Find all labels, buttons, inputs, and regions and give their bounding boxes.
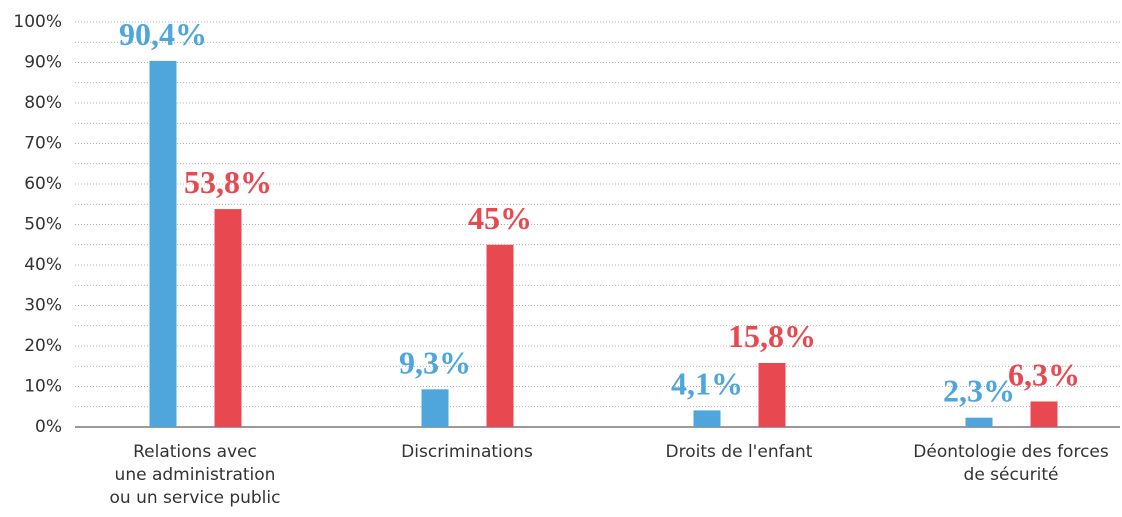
value-label: 15,8% (728, 318, 816, 354)
bar (693, 410, 721, 427)
bar (486, 244, 514, 427)
y-tick-label: 30% (24, 296, 62, 316)
value-label: 6,3% (1008, 356, 1080, 392)
bar (758, 363, 786, 427)
x-tick-label: Discriminations (401, 442, 533, 462)
bar (214, 209, 242, 427)
value-label: 90,4% (119, 16, 207, 52)
y-tick-label: 60% (24, 174, 62, 194)
bar (421, 389, 449, 427)
bar (1030, 401, 1058, 427)
x-tick-label: ou un service public (110, 488, 281, 508)
y-tick-label: 70% (24, 134, 62, 154)
y-tick-label: 50% (24, 215, 62, 235)
x-tick-label: Relations avec (133, 442, 257, 462)
value-label: 53,8% (184, 164, 272, 200)
y-tick-label: 90% (24, 53, 62, 73)
value-label: 9,3% (399, 344, 471, 380)
value-label: 2,3% (943, 373, 1015, 409)
value-label: 4,1% (671, 365, 743, 401)
y-tick-label: 80% (24, 93, 62, 113)
y-tick-label: 10% (24, 377, 62, 397)
x-tick-label: de sécurité (964, 465, 1059, 485)
x-tick-label: une administration (115, 465, 276, 485)
y-tick-label: 0% (35, 417, 62, 437)
y-tick-label: 40% (24, 255, 62, 275)
bar (965, 417, 993, 427)
y-tick-label: 20% (24, 336, 62, 356)
y-tick-label: 100% (13, 12, 62, 32)
bar (149, 60, 177, 427)
x-tick-label: Droits de l'enfant (666, 442, 813, 462)
x-tick-label: Déontologie des forces (913, 442, 1109, 462)
value-label: 45% (468, 200, 532, 236)
